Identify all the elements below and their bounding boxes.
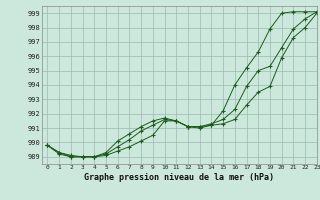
X-axis label: Graphe pression niveau de la mer (hPa): Graphe pression niveau de la mer (hPa): [84, 173, 274, 182]
